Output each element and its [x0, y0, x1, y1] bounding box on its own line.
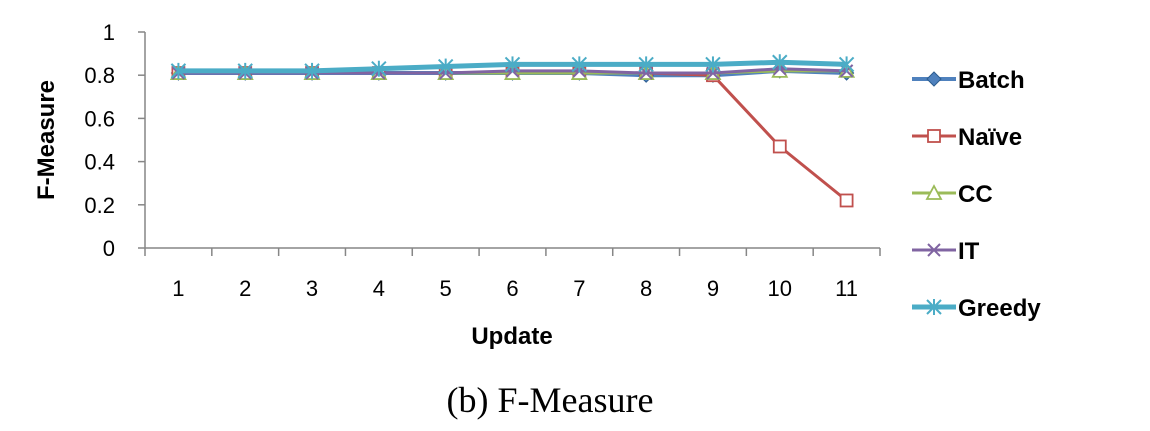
legend-label: CC [958, 181, 993, 208]
legend-label: Greedy [958, 295, 1041, 322]
legend-marker [925, 184, 943, 200]
x-axis-title: Update [471, 323, 552, 350]
series-naive [171, 66, 854, 208]
x-tick-label: 11 [835, 276, 858, 301]
x-tick-label: 7 [573, 276, 585, 301]
figure-caption: (b) F-Measure [447, 380, 654, 420]
data-point-greedy [437, 58, 454, 75]
data-point-greedy [504, 56, 521, 73]
y-tick-label: 0.4 [84, 150, 115, 175]
legend-item-greedy: Greedy [912, 295, 1041, 322]
y-tick-label: 0 [103, 236, 115, 261]
legend-label: Naïve [958, 124, 1022, 151]
x-tick-label: 6 [506, 276, 518, 301]
data-point-greedy [638, 56, 654, 73]
data-point-greedy [705, 56, 721, 73]
x-tick-label: 5 [440, 276, 452, 301]
x-tick-label: 4 [373, 276, 385, 301]
legend: Batch Naïve CC IT Greedy [912, 67, 1041, 322]
data-point-naive [839, 193, 854, 208]
legend-marker [927, 129, 941, 143]
y-axis-title: F-Measure [33, 80, 60, 200]
plot-area: 00.20.40.60.811 2 3 4 5 6 7 8 9 10 11 [84, 20, 881, 301]
data-point-naive [772, 139, 787, 154]
legend-marker [927, 243, 941, 257]
y-tick-label: 0.6 [84, 106, 115, 131]
marker-stroke [927, 243, 941, 257]
x-tick-label: 3 [306, 276, 318, 301]
data-point-greedy [772, 54, 788, 71]
series-greedy [170, 54, 855, 79]
data-point-greedy [371, 60, 387, 77]
x-tick-label: 9 [707, 276, 719, 301]
legend-item-cc: CC [912, 181, 993, 208]
y-tick-label: 1 [103, 20, 115, 45]
x-tick-label: 10 [768, 276, 792, 301]
x-tick-label: 1 [172, 276, 184, 301]
data-point-greedy [571, 56, 588, 73]
legend-marker [926, 299, 942, 315]
x-tick-label: 8 [640, 276, 652, 301]
y-tick-label: 0.2 [84, 193, 115, 218]
series-line-naive [178, 71, 848, 202]
y-tick-label: 0.8 [84, 63, 115, 88]
legend-label: Batch [958, 67, 1025, 94]
series-layer [169, 54, 856, 208]
data-point-greedy [838, 56, 855, 73]
data-point-greedy [237, 62, 253, 79]
legend-label: IT [958, 238, 980, 265]
data-point-greedy [304, 62, 320, 79]
legend-marker [926, 71, 942, 87]
legend-item-it: IT [912, 238, 980, 265]
x-tick-label: 2 [239, 276, 251, 301]
legend-item-naive: Naïve [912, 124, 1022, 151]
legend-item-batch: Batch [912, 67, 1025, 94]
data-point-greedy [170, 62, 187, 79]
